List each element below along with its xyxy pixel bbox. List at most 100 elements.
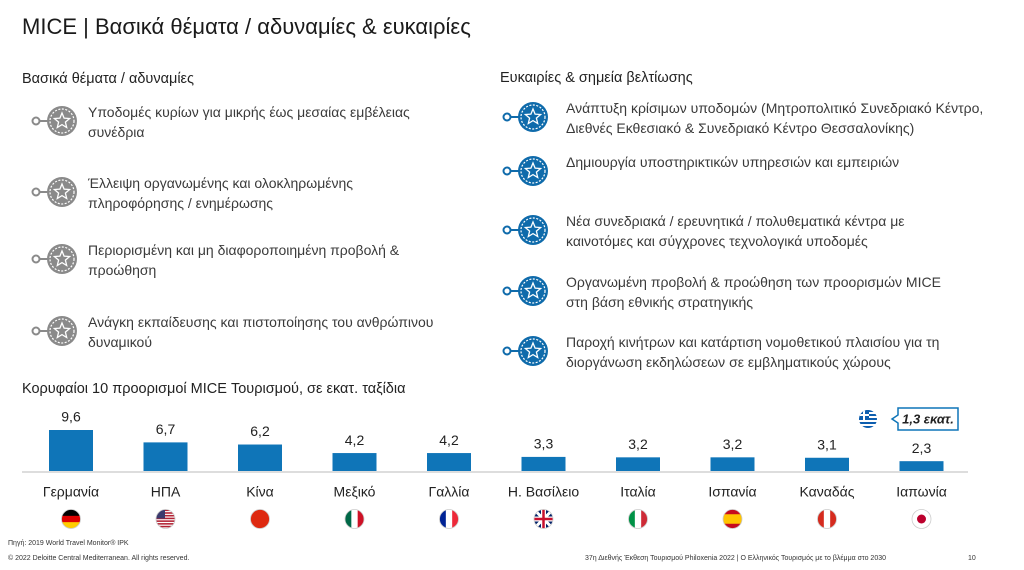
star [523, 281, 543, 299]
bullet-icon [502, 102, 548, 132]
star [52, 249, 72, 267]
flag-part [723, 514, 742, 525]
flag [628, 509, 648, 529]
flag-part [859, 424, 877, 427]
flag-part [156, 525, 175, 528]
bullet-icon [502, 276, 548, 306]
flag-part [439, 509, 447, 529]
flag-part [859, 410, 869, 420]
flag-part [723, 509, 742, 515]
badge-ring [49, 179, 75, 205]
flag [912, 509, 931, 529]
flag-part [156, 514, 175, 517]
flag-part [452, 509, 459, 529]
flag-part [634, 509, 642, 529]
badge [47, 244, 77, 274]
bullet-icon [502, 215, 548, 245]
flag [859, 410, 877, 428]
connector [31, 187, 41, 197]
bar [805, 457, 849, 471]
flag [250, 509, 270, 529]
connector [502, 112, 512, 122]
category-label: Ισπανία [708, 484, 756, 500]
bar [710, 457, 755, 471]
connector [31, 326, 41, 336]
connector [31, 254, 41, 264]
flag-part [859, 422, 877, 425]
flag [817, 509, 837, 529]
connector [502, 286, 512, 296]
category-label: Ιαπωνία [896, 484, 947, 500]
opportunity-item: Παροχή κινήτρων και κατάρτιση νομοθετικο… [566, 334, 940, 370]
value-label: 9,6 [61, 409, 81, 425]
opportunity-item: Δημιουργία υποστηρικτικών υπηρεσιών και … [566, 154, 900, 170]
bullet-icon [31, 244, 77, 274]
badge [518, 276, 548, 306]
value-label: 3,3 [534, 436, 554, 452]
flag-part [156, 523, 175, 525]
badge-ring [49, 318, 75, 344]
badge [47, 316, 77, 346]
weakness-item: Περιορισμένη και μη διαφοροποιημένη προβ… [88, 242, 400, 278]
bullet-icon [31, 177, 77, 207]
weakness-item: Ανάγκη εκπαίδευσης και πιστοποίησης του … [88, 314, 434, 350]
flag-part [823, 509, 831, 529]
category-label: ΗΠΑ [151, 484, 181, 500]
flag-part [445, 509, 453, 529]
category-label: Κίνα [246, 484, 274, 500]
section-heading: Ευκαιρίες & σημεία βελτίωσης [500, 70, 693, 86]
flag-border [439, 509, 459, 529]
connector [502, 166, 512, 176]
badge [47, 106, 77, 136]
flag-part [345, 509, 352, 529]
category-label: Γερμανία [43, 484, 99, 500]
bullet-icon [31, 106, 77, 136]
flag-border [344, 509, 365, 529]
star [523, 220, 543, 238]
badge-ring [520, 338, 546, 364]
category-label: Καναδάς [800, 484, 855, 500]
badge-ring [49, 246, 75, 272]
connector [502, 346, 512, 356]
bullet-icon [502, 156, 548, 186]
flag-part [61, 522, 81, 529]
opportunity-item: Νέα συνεδριακά / ερευνητικά / πολυθεματι… [566, 213, 905, 249]
value-label: 3,2 [723, 436, 743, 452]
value-label: 2,3 [912, 440, 932, 456]
flag-part [61, 509, 81, 517]
badge-ring [520, 158, 546, 184]
flag-border [155, 509, 176, 529]
flag [723, 509, 742, 529]
value-label: 4,2 [345, 432, 365, 448]
flag-part [156, 509, 175, 512]
bar [521, 456, 566, 471]
bar [143, 442, 188, 471]
flag-border [628, 509, 648, 529]
flag-part [250, 509, 270, 529]
badge-ring [520, 217, 546, 243]
slide-title: MICE | Βασικά θέματα / αδυναμίες & ευκαι… [22, 14, 471, 39]
flag-part [628, 509, 636, 529]
flag-part [156, 509, 165, 519]
badge [518, 156, 548, 186]
value-label: 4,2 [439, 432, 459, 448]
flag-part [534, 509, 553, 529]
flag-part [641, 509, 648, 529]
flag-border [722, 509, 743, 529]
bar [427, 453, 471, 471]
flag-part [917, 514, 926, 524]
flag-border [250, 509, 270, 529]
weakness-item: Υποδομές κυρίων για μικρής έως μεσαίας ε… [88, 104, 410, 140]
flag [156, 509, 175, 528]
flag-part [859, 420, 877, 423]
star [52, 182, 72, 200]
page-number: 10 [968, 555, 976, 562]
flag-part [723, 523, 742, 529]
star [52, 111, 72, 129]
flag [534, 509, 553, 529]
value-label: 3,2 [628, 436, 648, 452]
flag-part [859, 426, 877, 428]
flag-border [817, 509, 837, 529]
flag [61, 509, 81, 529]
